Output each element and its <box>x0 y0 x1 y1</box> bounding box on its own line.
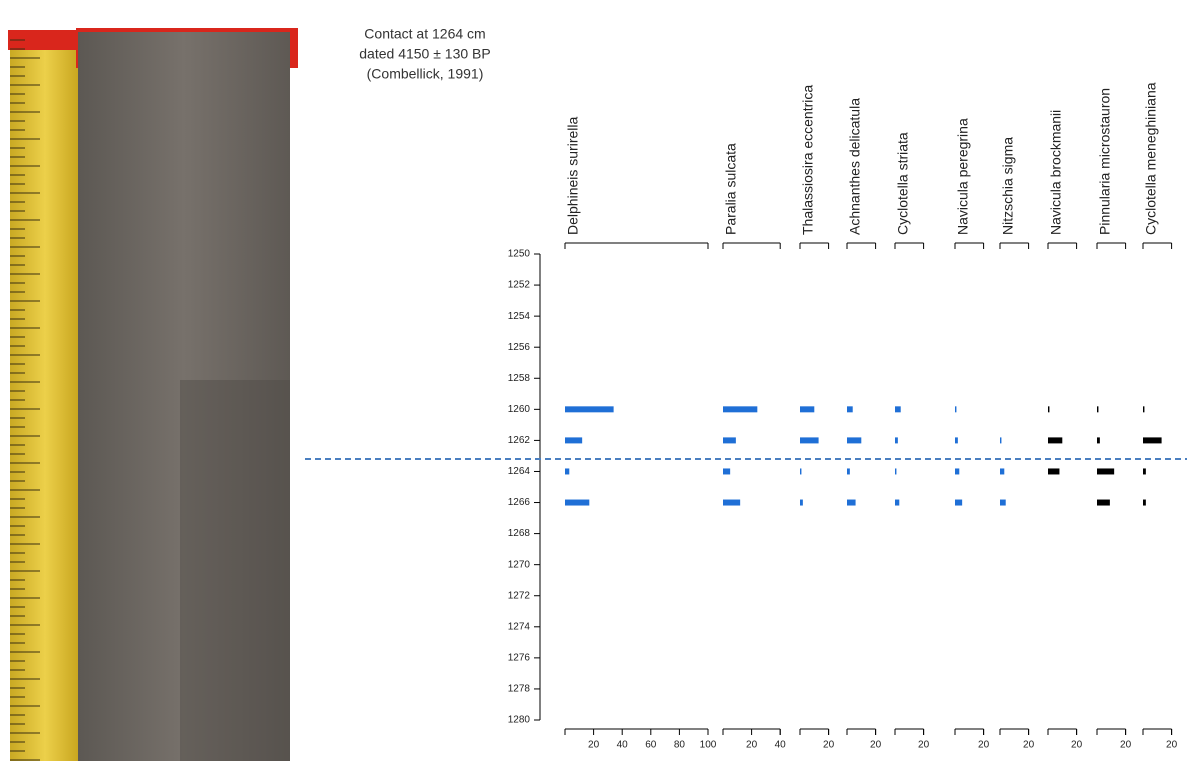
abundance-bar <box>955 437 958 443</box>
x-tick-label: 20 <box>746 740 758 751</box>
x-tick-label: 20 <box>1166 740 1178 751</box>
abundance-bar <box>565 406 614 412</box>
abundance-bar <box>723 468 730 474</box>
y-tick-label: 1260 <box>508 404 531 415</box>
x-tick-label: 40 <box>775 740 787 751</box>
page: {"chart_data": { "type": "stratigraphic"… <box>0 0 1187 761</box>
abundance-bar <box>955 468 959 474</box>
annotation-line: dated 4150 ± 130 BP <box>359 46 490 62</box>
y-tick-label: 1268 <box>508 528 531 539</box>
abundance-bar <box>847 437 861 443</box>
x-tick-label: 60 <box>645 740 657 751</box>
taxon-column: Paralia sulcata 20 40 <box>723 143 786 751</box>
abundance-bar <box>1143 468 1146 474</box>
taxon-name: Achnanthes delicatula <box>847 98 863 235</box>
x-tick-label: 20 <box>1071 740 1083 751</box>
y-tick-label: 1274 <box>508 621 531 632</box>
abundance-bar <box>1000 500 1006 506</box>
abundance-bar <box>895 406 901 412</box>
x-tick-label: 20 <box>823 740 835 751</box>
abundance-bar <box>1048 406 1049 412</box>
taxon-column: Navicula peregrina 20 <box>955 118 990 751</box>
x-tick-label: 80 <box>674 740 686 751</box>
x-tick-label: 40 <box>617 740 629 751</box>
abundance-bar <box>1097 500 1110 506</box>
tape-measure <box>10 30 80 761</box>
y-tick-label: 1272 <box>508 590 531 601</box>
y-tick-label: 1258 <box>508 373 531 384</box>
taxon-name: Nitzschia sigma <box>1000 137 1016 235</box>
abundance-bar <box>1143 437 1162 443</box>
core-dark-zone <box>180 380 290 761</box>
x-tick-label: 100 <box>700 740 717 751</box>
abundance-bar <box>1143 406 1144 412</box>
x-tick-label: 20 <box>978 740 990 751</box>
taxon-column: Nitzschia sigma 20 <box>1000 137 1035 751</box>
x-tick-label: 20 <box>870 740 882 751</box>
y-tick-label: 1270 <box>508 559 531 570</box>
abundance-bar <box>800 468 801 474</box>
y-tick-label: 1278 <box>508 684 531 695</box>
taxon-name: Thalassiosira eccentrica <box>800 85 816 235</box>
abundance-bar <box>895 437 898 443</box>
abundance-bar <box>955 500 962 506</box>
core-photo <box>0 0 300 761</box>
taxon-name: Delphineis surirella <box>565 117 581 235</box>
y-tick-label: 1262 <box>508 435 531 446</box>
taxon-name: Cyclotella meneghiniana <box>1143 82 1159 235</box>
abundance-bar <box>565 500 589 506</box>
abundance-bar <box>723 437 736 443</box>
chart: Contact at 1264 cm dated 4150 ± 130 BP (… <box>0 0 1187 761</box>
taxon-name: Paralia sulcata <box>723 143 739 235</box>
taxon-column: Delphineis surirella 20 40 60 80 100 <box>565 117 717 751</box>
taxon-name: Navicula brockmanii <box>1048 110 1064 235</box>
abundance-bar <box>800 500 803 506</box>
taxon-column: Achnanthes delicatula 20 <box>847 98 882 751</box>
y-tick-label: 1256 <box>508 342 531 353</box>
x-tick-label: 20 <box>1023 740 1035 751</box>
abundance-bar <box>723 500 740 506</box>
annotation-line: Contact at 1264 cm <box>364 26 485 42</box>
y-tick-label: 1250 <box>508 249 531 260</box>
abundance-bar <box>800 437 819 443</box>
taxon-name: Navicula peregrina <box>955 118 971 235</box>
abundance-bar <box>955 406 956 412</box>
abundance-bar <box>1097 468 1114 474</box>
annotation-line: (Combellick, 1991) <box>367 66 484 82</box>
x-tick-label: 20 <box>588 740 600 751</box>
abundance-bar <box>1097 406 1098 412</box>
abundance-bar <box>565 468 569 474</box>
abundance-bar <box>1000 437 1001 443</box>
taxon-column: Pinnularia microstauron 20 <box>1097 88 1132 751</box>
y-tick-label: 1276 <box>508 653 531 664</box>
y-tick-label: 1252 <box>508 280 531 291</box>
y-tick-label: 1264 <box>508 466 531 477</box>
taxon-column: Cyclotella striata 20 <box>895 132 930 751</box>
abundance-bar <box>1097 437 1100 443</box>
taxon-column: Thalassiosira eccentrica 20 <box>800 85 835 751</box>
abundance-bar <box>1048 468 1059 474</box>
abundance-bar <box>1000 468 1004 474</box>
abundance-bar <box>847 406 853 412</box>
taxon-name: Cyclotella striata <box>895 132 911 235</box>
y-tick-label: 1280 <box>508 715 531 726</box>
taxon-column: Cyclotella meneghiniana 20 <box>1143 82 1178 750</box>
abundance-bar <box>1143 500 1146 506</box>
taxon-column: Navicula brockmanii 20 <box>1048 110 1083 751</box>
abundance-bar <box>847 468 850 474</box>
x-tick-label: 20 <box>918 740 930 751</box>
abundance-bar <box>723 406 757 412</box>
abundance-bar <box>895 468 896 474</box>
annotation: Contact at 1264 cm dated 4150 ± 130 BP (… <box>359 26 490 82</box>
abundance-bar <box>565 437 582 443</box>
y-tick-label: 1254 <box>508 311 531 322</box>
x-tick-label: 20 <box>1120 740 1132 751</box>
abundance-bar <box>800 406 814 412</box>
abundance-bar <box>847 500 856 506</box>
taxon-name: Pinnularia microstauron <box>1097 88 1113 235</box>
y-tick-label: 1266 <box>508 497 531 508</box>
abundance-bar <box>1048 437 1062 443</box>
abundance-bar <box>895 500 899 506</box>
